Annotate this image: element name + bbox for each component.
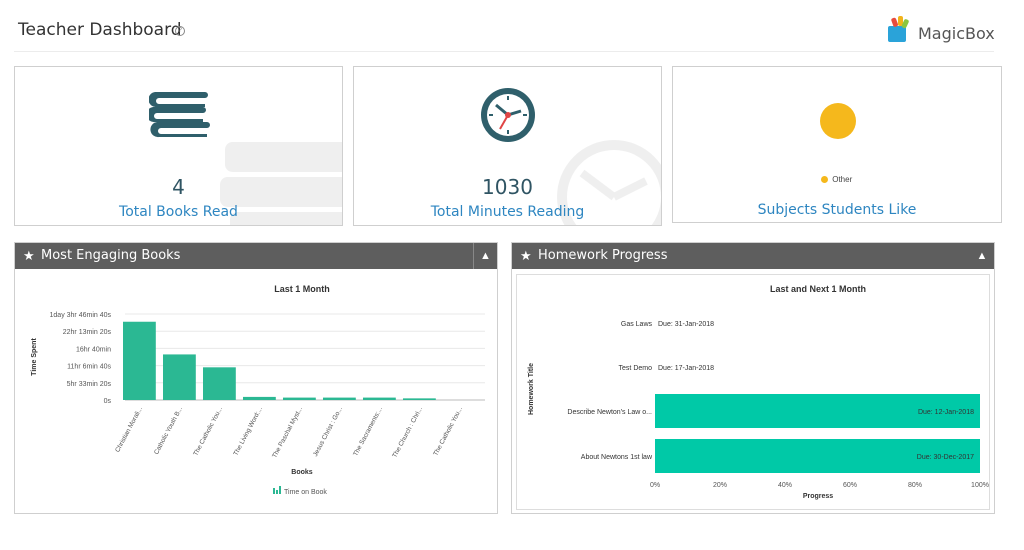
y-tick-label: 1day 3hr 46min 40s — [50, 312, 112, 319]
help-icon[interactable]: ? — [175, 26, 185, 36]
bar-due-label: Due: 17-Jan-2018 — [658, 365, 714, 372]
legend-icon — [279, 486, 281, 494]
chart-title: Last and Next 1 Month — [770, 284, 866, 294]
bar — [123, 321, 156, 400]
top-bar: Teacher Dashboard ? MagicBox — [0, 0, 1024, 52]
books-read-card: 4 Total Books Read — [14, 66, 343, 226]
x-tick-label: The Sacraments:... — [352, 405, 384, 457]
clock-watermark-icon — [557, 140, 661, 225]
x-tick-label: 80% — [908, 482, 922, 489]
homework-chart: Last and Next 1 Month Homework Title Due: … — [528, 284, 989, 500]
y-tick-label: Describe Newton's Law o... — [567, 409, 652, 416]
bar — [363, 397, 396, 400]
bar — [283, 397, 316, 400]
minutes-reading-card: 1030 Total Minutes Reading — [353, 66, 662, 226]
y-tick-label: 22hr 13min 20s — [63, 329, 112, 336]
bar — [243, 396, 276, 400]
x-tick-label: The Living Word:... — [232, 405, 264, 457]
minutes-reading-value: 1030 — [482, 175, 533, 199]
x-tick-label: The Church : Chri... — [391, 405, 424, 459]
pie-legend-label: Other — [832, 175, 853, 185]
minutes-reading-label[interactable]: Total Minutes Reading — [430, 204, 585, 220]
engaging-books-header: ★ Most Engaging Books ▲ — [15, 243, 497, 269]
bar — [655, 439, 980, 473]
chart-title: Last 1 Month — [274, 284, 330, 294]
x-tick-label: 60% — [843, 482, 857, 489]
clock-icon — [481, 88, 535, 142]
page-title: Teacher Dashboard — [18, 20, 182, 40]
x-tick-label: 40% — [778, 482, 792, 489]
bar-due-label: Due: 31-Jan-2018 — [658, 321, 714, 328]
homework-chart-frame — [516, 274, 990, 510]
legend-label: Time on Book — [284, 489, 327, 496]
y-tick-label: 11hr 6min 40s — [67, 364, 111, 371]
y-tick-label: Gas Laws — [621, 321, 653, 328]
x-tick-label: The Catholic You... — [192, 405, 224, 457]
legend-icon — [273, 488, 275, 494]
x-tick-label: 20% — [713, 482, 727, 489]
subjects-pie-chart[interactable] — [819, 102, 857, 140]
books-watermark-icon — [220, 142, 342, 225]
books-read-value: 4 — [172, 175, 185, 199]
bar — [203, 367, 236, 400]
y-axis-label: Time Spent — [31, 338, 38, 376]
y-tick-label: 16hr 40min — [76, 346, 111, 353]
homework-panel: ★ Homework Progress ▲ Last and Next 1 Mo… — [511, 242, 995, 514]
engaging-books-chart: Last 1 Month 0s 5hr 33min 20s 11hr 6min 40s… — [31, 284, 485, 496]
magicbox-logo-icon — [888, 16, 909, 42]
bar — [655, 394, 980, 428]
bar — [323, 397, 356, 400]
x-tick-label: Christian Morali... — [114, 405, 144, 453]
brand-name: MagicBox — [918, 24, 995, 43]
star-icon: ★ — [520, 248, 532, 263]
collapse-button[interactable]: ▲ — [473, 243, 497, 269]
bar — [163, 354, 196, 400]
legend-dot-icon — [821, 176, 828, 184]
x-tick-label: Catholic Youth B... — [153, 405, 184, 455]
star-icon: ★ — [23, 248, 35, 263]
engaging-books-title: Most Engaging Books — [41, 248, 181, 263]
legend-icon — [276, 490, 278, 494]
y-tick-label: Test Demo — [619, 365, 653, 372]
y-tick-label: 5hr 33min 20s — [67, 381, 112, 388]
x-tick-label: The Catholic You... — [432, 405, 464, 457]
header-divider — [14, 51, 994, 52]
brand-logo[interactable]: MagicBox — [886, 16, 996, 46]
x-axis-label: Books — [291, 469, 313, 476]
bar-due-label: Due: 12-Jan-2018 — [918, 409, 974, 416]
y-tick-label: 0s — [104, 398, 112, 405]
x-tick-label: 100% — [971, 482, 989, 489]
homework-title: Homework Progress — [538, 248, 668, 263]
books-read-label[interactable]: Total Books Read — [119, 204, 238, 220]
homework-header: ★ Homework Progress ▲ — [512, 243, 994, 269]
y-tick-label: About Newtons 1st law — [581, 454, 653, 461]
x-tick-label: The Paschal Myst... — [271, 405, 304, 459]
collapse-button[interactable]: ▲ — [976, 250, 988, 262]
subjects-card: Other Subjects Students Like — [672, 66, 1002, 223]
bar — [403, 398, 436, 400]
x-tick-label: Jesus Christ : Go... — [312, 405, 344, 457]
pie-slice-other[interactable] — [820, 103, 856, 139]
subjects-label[interactable]: Subjects Students Like — [757, 202, 917, 218]
books-icon — [149, 92, 210, 138]
x-axis-label: Progress — [803, 493, 833, 500]
pie-legend-item[interactable]: Other — [821, 175, 852, 184]
bar-due-label: Due: 30-Dec-2017 — [917, 454, 974, 461]
x-tick-label: 0% — [650, 482, 660, 489]
y-axis-label: Homework Title — [528, 363, 535, 415]
engaging-books-panel: ★ Most Engaging Books ▲ Last 1 Month 0s 5h… — [14, 242, 498, 514]
